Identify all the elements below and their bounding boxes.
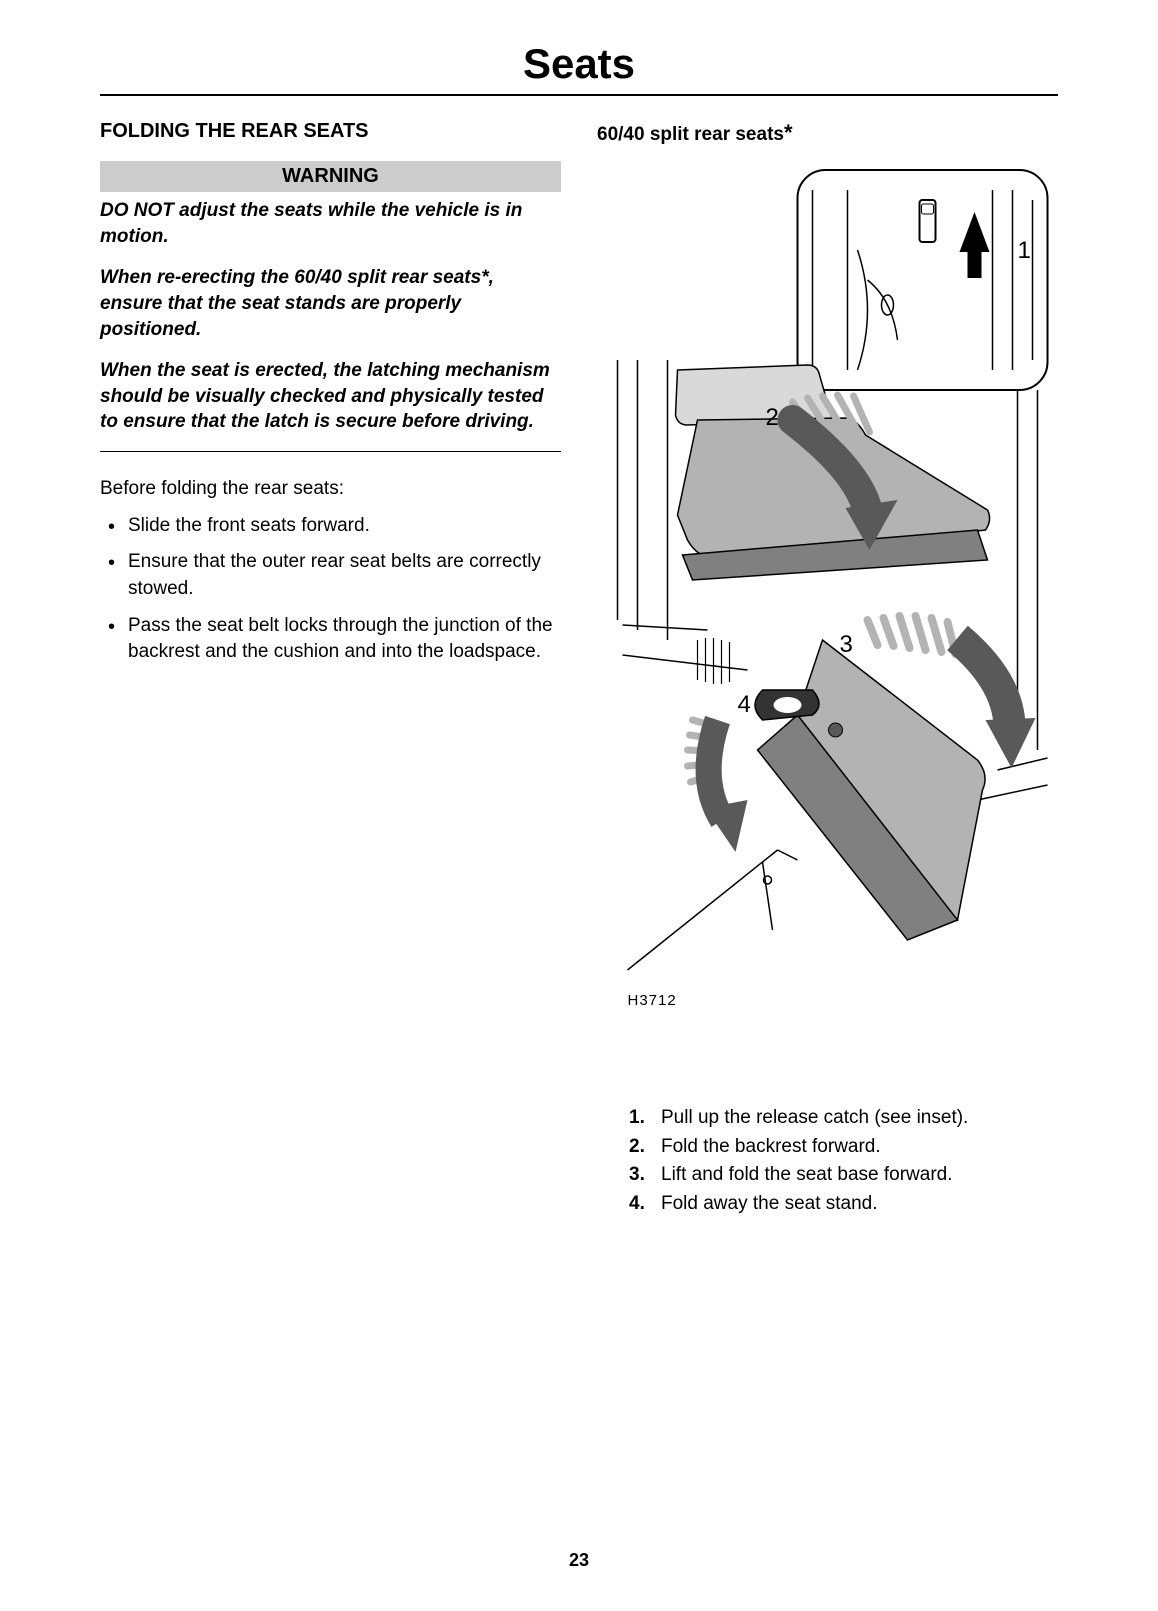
asterisk: *: [784, 120, 793, 145]
bullet-list: Slide the front seats forward. Ensure th…: [100, 513, 561, 666]
subheading-split-seats: 60/40 split rear seats*: [597, 120, 1058, 146]
section-heading-folding: FOLDING THE REAR SEATS: [100, 120, 561, 143]
bullet-2: Ensure that the outer rear seat belts ar…: [100, 549, 561, 602]
warning-para-1: DO NOT adjust the seats while the vehicl…: [100, 198, 561, 249]
seat-diagram: 1: [597, 160, 1058, 1080]
left-column: FOLDING THE REAR SEATS WARNING DO NOT ad…: [100, 120, 561, 1218]
step-2: 2.Fold the backrest forward.: [629, 1133, 1058, 1162]
diagram-label-2: 2: [766, 404, 779, 431]
diagram-label-4: 4: [738, 691, 751, 718]
divider-line: [100, 451, 561, 452]
warning-label: WARNING: [100, 161, 561, 192]
steps-list: 1.Pull up the release catch (see inset).…: [597, 1104, 1058, 1218]
content-columns: FOLDING THE REAR SEATS WARNING DO NOT ad…: [100, 120, 1058, 1218]
motion-arrow-4-icon: [688, 720, 748, 852]
page-title: Seats: [100, 40, 1058, 96]
intro-text: Before folding the rear seats:: [100, 476, 561, 503]
diagram-ref: H3712: [628, 992, 677, 1009]
step-1: 1.Pull up the release catch (see inset).: [629, 1104, 1058, 1133]
step-3: 3.Lift and fold the seat base forward.: [629, 1161, 1058, 1190]
inset-callout: [798, 170, 1048, 390]
step-4: 4.Fold away the seat stand.: [629, 1190, 1058, 1219]
bullet-1: Slide the front seats forward.: [100, 513, 561, 540]
warning-text-block: DO NOT adjust the seats while the vehicl…: [100, 198, 561, 435]
warning-para-2: When re-erecting the 60/40 split rear se…: [100, 265, 561, 342]
warning-para-3: When the seat is erected, the latching m…: [100, 358, 561, 435]
right-column: 60/40 split rear seats*: [597, 120, 1058, 1218]
seatbase-group: [628, 616, 1036, 970]
backrest-group: [676, 365, 990, 580]
page-number: 23: [0, 1550, 1158, 1571]
diagram-label-3: 3: [840, 631, 853, 658]
bullet-3: Pass the seat belt locks through the jun…: [100, 613, 561, 666]
diagram-label-1: 1: [1018, 237, 1031, 264]
